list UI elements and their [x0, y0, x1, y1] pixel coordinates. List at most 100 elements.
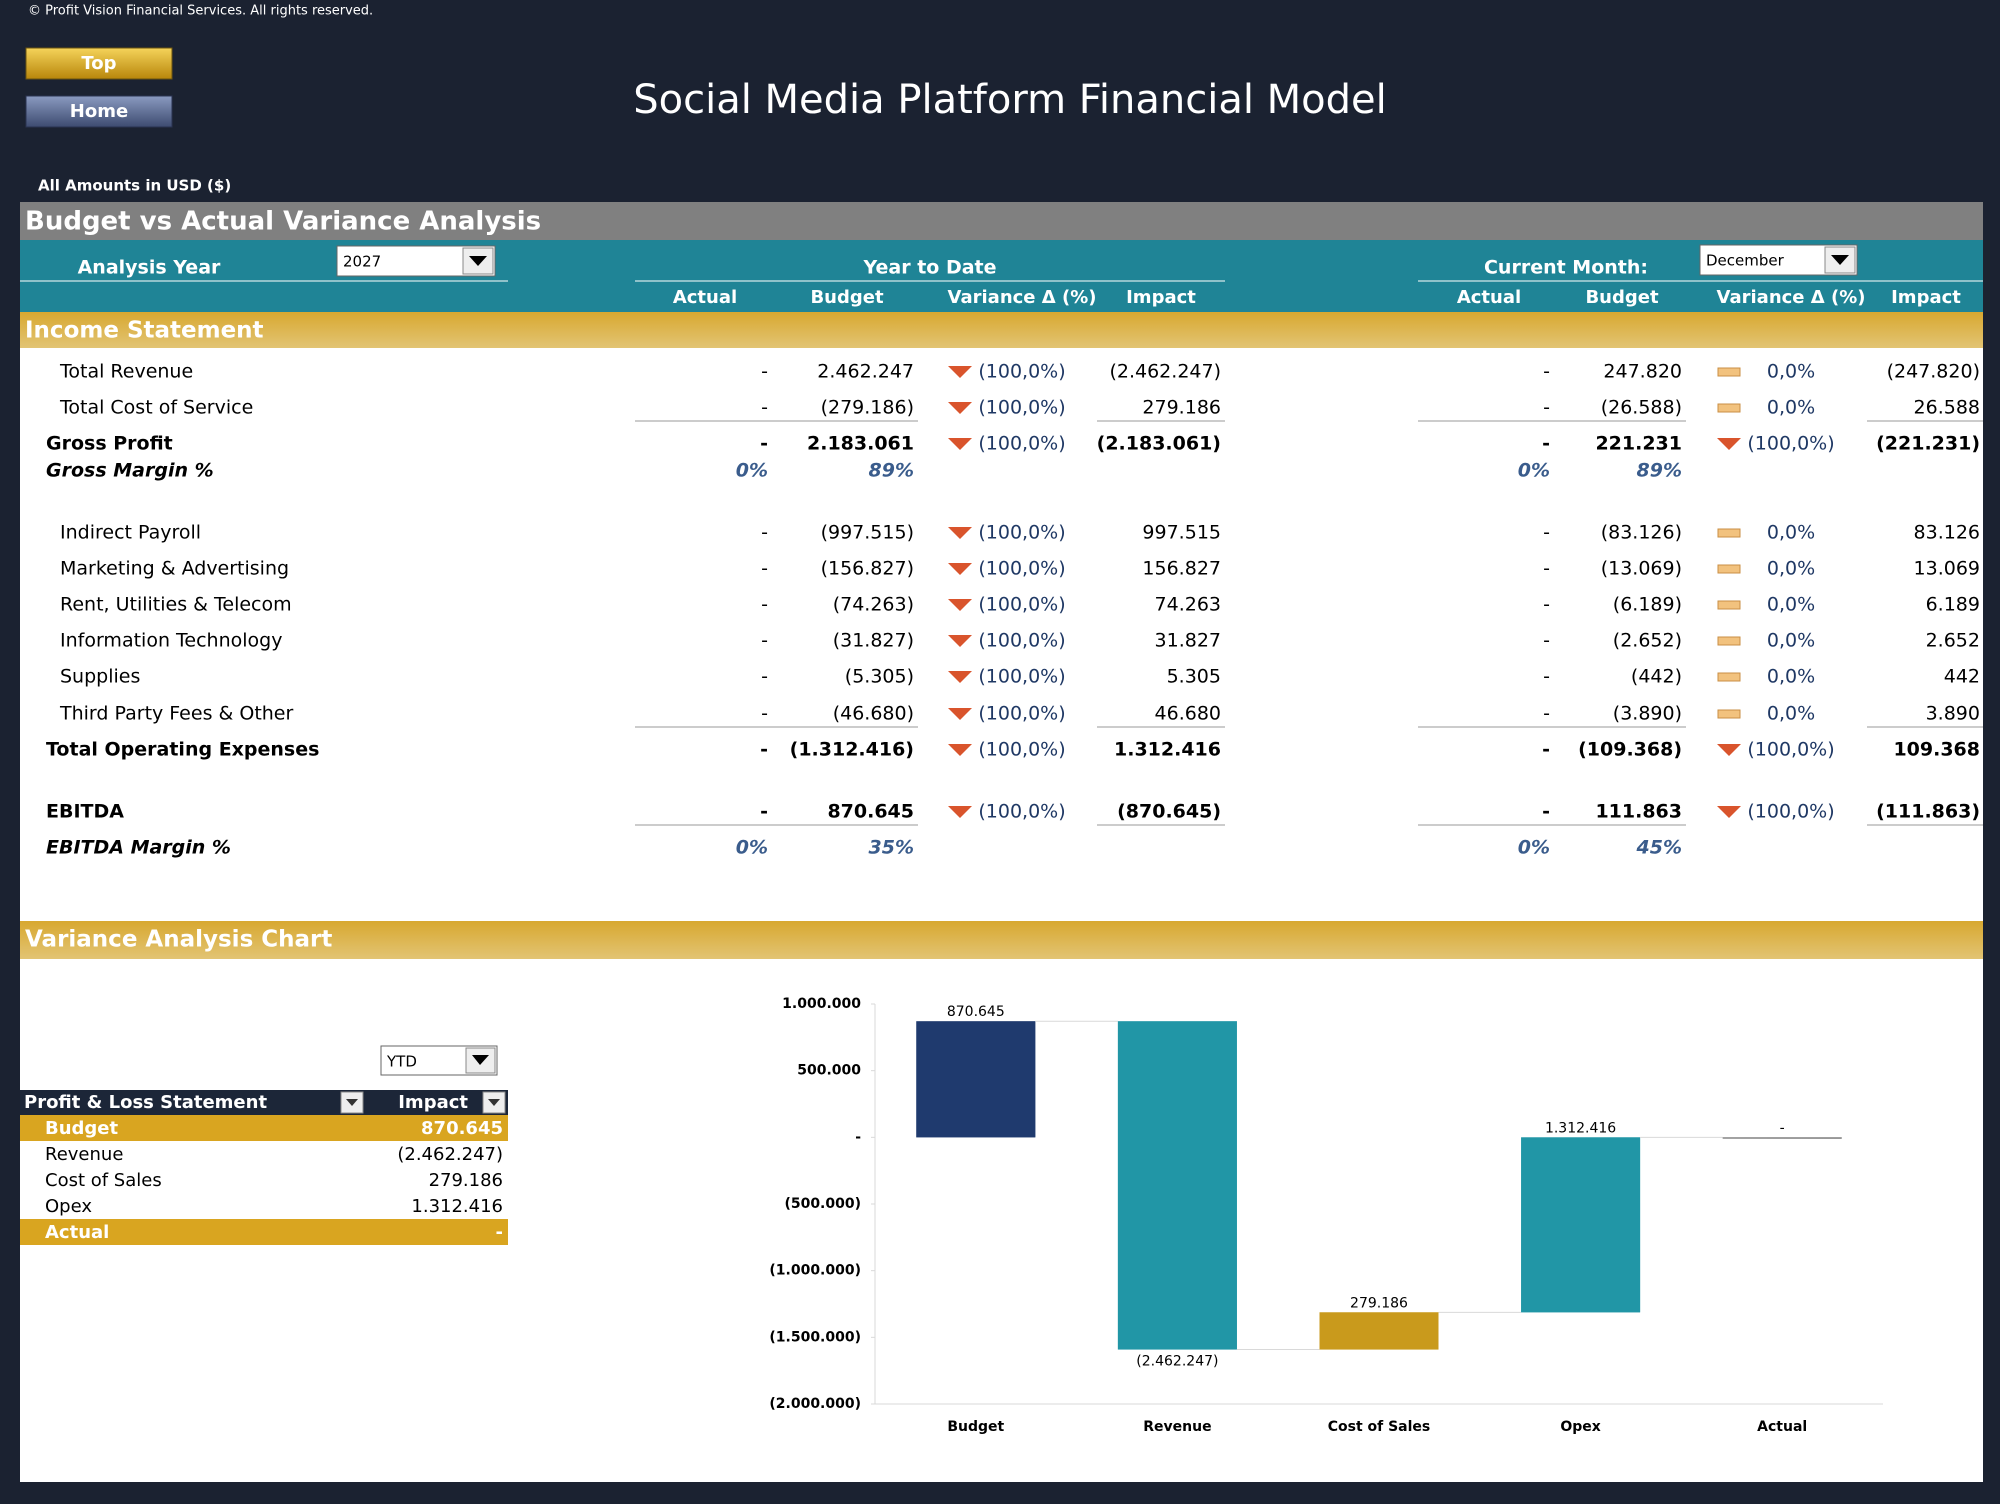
- variance-cell: (100,0%): [978, 522, 1065, 544]
- row-label: Indirect Payroll: [60, 522, 201, 544]
- row-label: EBITDA Margin %: [46, 837, 231, 859]
- home-button[interactable]: Home: [25, 95, 173, 128]
- value-cell: (5.305): [845, 666, 914, 688]
- section-title: Budget vs Actual Variance Analysis: [25, 207, 541, 237]
- value-cell: 46.680: [1155, 703, 1221, 725]
- row-label: Gross Profit: [46, 433, 173, 455]
- pl-row-highlight: [20, 1219, 508, 1245]
- column-header: Actual: [673, 287, 737, 308]
- year-dropdown[interactable]: 2027: [336, 245, 496, 277]
- waterfall-bar: [916, 1021, 1036, 1138]
- column-header: Budget: [1585, 287, 1659, 308]
- value-cell: -: [761, 703, 768, 725]
- row-label: Total Cost of Service: [59, 397, 253, 419]
- variance-cell: (100,0%): [1747, 801, 1834, 823]
- margin-cell: 0%: [1518, 837, 1550, 859]
- row-label: Total Revenue: [59, 361, 193, 383]
- row-label: EBITDA: [46, 801, 124, 823]
- value-cell: -: [1542, 739, 1550, 761]
- pl-value: 1.312.416: [411, 1196, 503, 1217]
- value-cell: -: [760, 801, 768, 823]
- dropdown-value: YTD: [386, 1053, 417, 1071]
- variance-cell: (100,0%): [978, 703, 1065, 725]
- copyright: © Profit Vision Financial Services. All …: [28, 4, 373, 19]
- pl-value: 279.186: [429, 1170, 503, 1191]
- margin-cell: 0%: [736, 837, 768, 859]
- value-cell: -: [1542, 433, 1550, 455]
- value-cell: (156.827): [821, 558, 914, 580]
- pl-label: Actual: [45, 1222, 109, 1243]
- value-cell: -: [761, 630, 768, 652]
- filter-button[interactable]: [482, 1091, 506, 1114]
- value-cell: 279.186: [1142, 397, 1221, 419]
- value-cell: 13.069: [1914, 558, 1980, 580]
- value-cell: (13.069): [1601, 558, 1682, 580]
- variance-cell: (100,0%): [978, 433, 1065, 455]
- value-label: -: [1780, 1120, 1785, 1136]
- ytd-label: Year to Date: [862, 257, 996, 279]
- flat-indicator: [1717, 709, 1741, 719]
- dropdown-button: [465, 1047, 496, 1074]
- value-cell: 997.515: [1142, 522, 1221, 544]
- value-cell: (247.820): [1887, 361, 1980, 383]
- value-cell: -: [1543, 666, 1550, 688]
- period-dropdown[interactable]: YTD: [380, 1045, 498, 1076]
- month-dropdown[interactable]: December: [1699, 244, 1858, 276]
- flat-indicator: [1717, 564, 1741, 574]
- value-cell: (26.588): [1601, 397, 1682, 419]
- variance-cell: 0,0%: [1767, 630, 1815, 652]
- panel: [20, 202, 1983, 1482]
- value-cell: 109.368: [1893, 739, 1980, 761]
- flat-indicator: [1717, 367, 1741, 377]
- year-label: Analysis Year: [78, 257, 221, 279]
- y-tick-label: -: [855, 1129, 861, 1145]
- variance-cell: (100,0%): [978, 739, 1065, 761]
- row-label: Information Technology: [60, 630, 282, 652]
- flat-indicator: [1717, 600, 1741, 610]
- value-cell: (442): [1631, 666, 1682, 688]
- value-cell: 442: [1944, 666, 1980, 688]
- row-label: Third Party Fees & Other: [59, 703, 293, 725]
- variance-cell: 0,0%: [1767, 594, 1815, 616]
- flat-indicator: [1717, 672, 1741, 682]
- down-indicator: [1717, 438, 1741, 450]
- income-title: Income Statement: [25, 318, 264, 344]
- margin-cell: 0%: [1518, 460, 1550, 482]
- y-tick-label: (1.000.000): [769, 1263, 861, 1279]
- page-title: Social Media Platform Financial Model: [633, 77, 1387, 123]
- top-button[interactable]: Top: [25, 47, 173, 80]
- value-cell: 870.645: [827, 801, 914, 823]
- down-indicator: [948, 671, 972, 683]
- chart-bar: [20, 921, 1983, 959]
- value-cell: -: [761, 558, 768, 580]
- down-indicator: [948, 708, 972, 720]
- value-cell: -: [761, 594, 768, 616]
- margin-cell: 45%: [1636, 837, 1682, 859]
- value-cell: -: [761, 397, 768, 419]
- value-label: 870.645: [947, 1004, 1005, 1020]
- value-cell: (1.312.416): [790, 739, 914, 761]
- value-cell: 221.231: [1595, 433, 1682, 455]
- value-cell: (74.263): [833, 594, 914, 616]
- variance-cell: (100,0%): [978, 397, 1065, 419]
- dropdown-value: 2027: [343, 253, 381, 271]
- button-label: Top: [81, 53, 116, 74]
- value-cell: (870.645): [1117, 801, 1221, 823]
- value-cell: (2.652): [1613, 630, 1682, 652]
- variance-cell: (100,0%): [978, 666, 1065, 688]
- margin-cell: 35%: [869, 837, 914, 859]
- variance-cell: 0,0%: [1767, 703, 1815, 725]
- value-cell: (46.680): [833, 703, 914, 725]
- variance-cell: (100,0%): [978, 361, 1065, 383]
- value-cell: 1.312.416: [1114, 739, 1221, 761]
- variance-cell: (100,0%): [978, 594, 1065, 616]
- margin-cell: 89%: [869, 460, 914, 482]
- filter-button[interactable]: [340, 1091, 364, 1114]
- value-cell: 74.263: [1155, 594, 1221, 616]
- row-label: Supplies: [60, 666, 140, 688]
- value-cell: 2.652: [1926, 630, 1980, 652]
- row-label: Gross Margin %: [46, 460, 214, 482]
- down-indicator: [948, 527, 972, 539]
